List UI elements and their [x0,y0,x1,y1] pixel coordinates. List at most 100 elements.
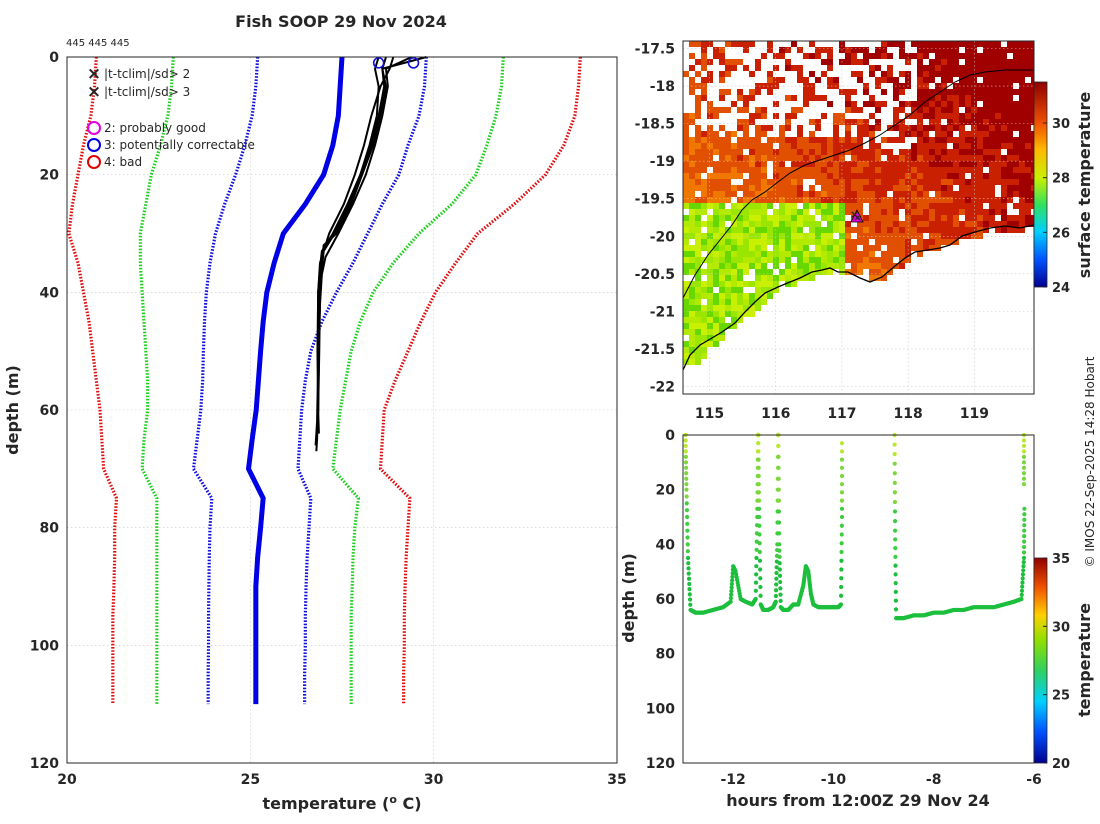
sst-cell [797,245,803,251]
sst-cell [1007,95,1013,101]
sst-cell [683,233,689,239]
sst-cell [731,185,737,191]
sst-cell [995,167,1001,173]
sst-cell [989,179,995,185]
sst-cell [1025,59,1031,65]
sst-cell [959,83,965,89]
sst-cell [947,65,953,71]
sst-cell [881,71,887,77]
sst-cell [1007,167,1013,173]
sst-cell [701,305,707,311]
sst-cell [1019,131,1025,137]
sst-cell [761,161,767,167]
sst-cell [737,239,743,245]
sst-cell [905,161,911,167]
sst-cell [689,53,695,59]
legend-marker [87,155,101,169]
sst-cell [881,221,887,227]
sst-cell [815,191,821,197]
sst-cell [941,197,947,203]
sst-cell [953,209,959,215]
sst-cell [707,107,713,113]
sst-cell [809,251,815,257]
sst-cell [719,77,725,83]
sst-cell [755,299,761,305]
sst-cell [857,143,863,149]
sst-cell [791,95,797,101]
sst-cell [845,161,851,167]
sst-cell [1019,65,1025,71]
sst-cell [863,239,869,245]
sst-cell [881,239,887,245]
sst-cell [1001,179,1007,185]
sst-cell [983,107,989,113]
sst-cell [695,161,701,167]
sst-cell [875,179,881,185]
sst-cell [887,197,893,203]
sst-cell [827,53,833,59]
sst-cell [923,167,929,173]
track-point [684,501,689,506]
sst-cell [683,257,689,263]
sst-cell [749,71,755,77]
sst-cell [929,185,935,191]
sst-cell [821,257,827,263]
sst-cell [869,101,875,107]
sst-cell [713,323,719,329]
sst-cell [737,311,743,317]
sst-cell [689,323,695,329]
track-point [757,506,762,511]
sst-cell [1031,113,1034,119]
sst-cell [701,209,707,215]
sst-cell [791,65,797,71]
sst-cell [947,101,953,107]
sst-cell [1001,71,1007,77]
sst-cell [779,155,785,161]
sst-cell [869,227,875,233]
sst-cell [887,263,893,269]
sst-cell [1031,71,1034,77]
sst-cell [707,341,713,347]
sst-cell [923,161,929,167]
sst-cell [869,263,875,269]
sst-cell [767,293,773,299]
sst-cell [767,221,773,227]
sst-cell [725,269,731,275]
sst-cell [701,65,707,71]
sst-cell [707,245,713,251]
sst-cell [761,203,767,209]
sst-cell [1007,227,1013,233]
sst-cell [791,137,797,143]
sst-cell [1013,65,1019,71]
sst-cell [803,221,809,227]
sst-cell [989,119,995,125]
sst-cell [743,65,749,71]
sst-cell [1025,191,1031,197]
sst-cell [845,239,851,245]
sst-cell [887,77,893,83]
sst-cell [767,197,773,203]
sst-cell [845,257,851,263]
sst-cell [833,191,839,197]
sst-cell [947,77,953,83]
sst-cell [923,149,929,155]
sst-cell [1019,215,1025,221]
sst-cell [731,149,737,155]
sst-cell [731,215,737,221]
map-y-tick-label: -18.5 [635,117,675,133]
sst-cell [989,173,995,179]
sst-cell [917,131,923,137]
sst-cell [845,221,851,227]
sst-cell [833,137,839,143]
track-point [758,593,763,598]
sst-cell [773,65,779,71]
sst-cell [827,77,833,83]
sst-cell [917,215,923,221]
svg-text:×: × [853,211,862,224]
sst-cell [959,119,965,125]
sst-cell [797,221,803,227]
track-point [1021,449,1027,454]
sst-cell [1031,167,1034,173]
sst-cell [899,125,905,131]
sst-cell [875,221,881,227]
